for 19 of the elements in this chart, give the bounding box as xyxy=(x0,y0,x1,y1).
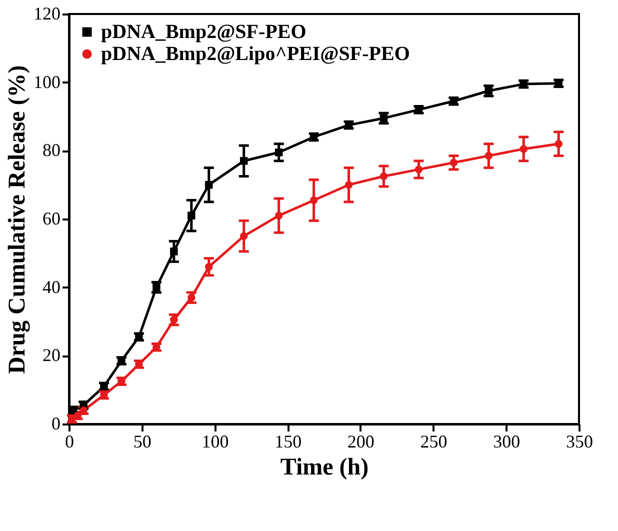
y-tick-label: 120 xyxy=(34,4,60,24)
x-tick-label: 0 xyxy=(65,432,74,452)
y-tick-label: 20 xyxy=(42,345,60,366)
x-axis-title: Time (h) xyxy=(280,454,369,480)
x-tick-label: 50 xyxy=(133,432,152,452)
x-tick-label: 150 xyxy=(274,432,302,452)
x-tick-label: 100 xyxy=(202,432,229,452)
x-tick-label: 250 xyxy=(420,432,448,452)
x-tick-label: 300 xyxy=(493,432,520,452)
y-axis-title: Drug Cumulative Release (%) xyxy=(4,65,30,374)
x-tick-label: 200 xyxy=(347,432,374,452)
legend-label: pDNA_Bmp2@SF-PEO xyxy=(101,21,306,43)
legend-label: pDNA_Bmp2@Lipo^PEI@SF-PEO xyxy=(101,43,410,65)
y-tick-label: 100 xyxy=(34,72,60,92)
x-tick-label: 350 xyxy=(566,432,593,452)
y-tick-label: 60 xyxy=(42,208,60,228)
y-tick-label: 80 xyxy=(42,140,60,160)
y-tick-label: 0 xyxy=(52,414,60,434)
y-tick-label: 40 xyxy=(42,276,60,297)
